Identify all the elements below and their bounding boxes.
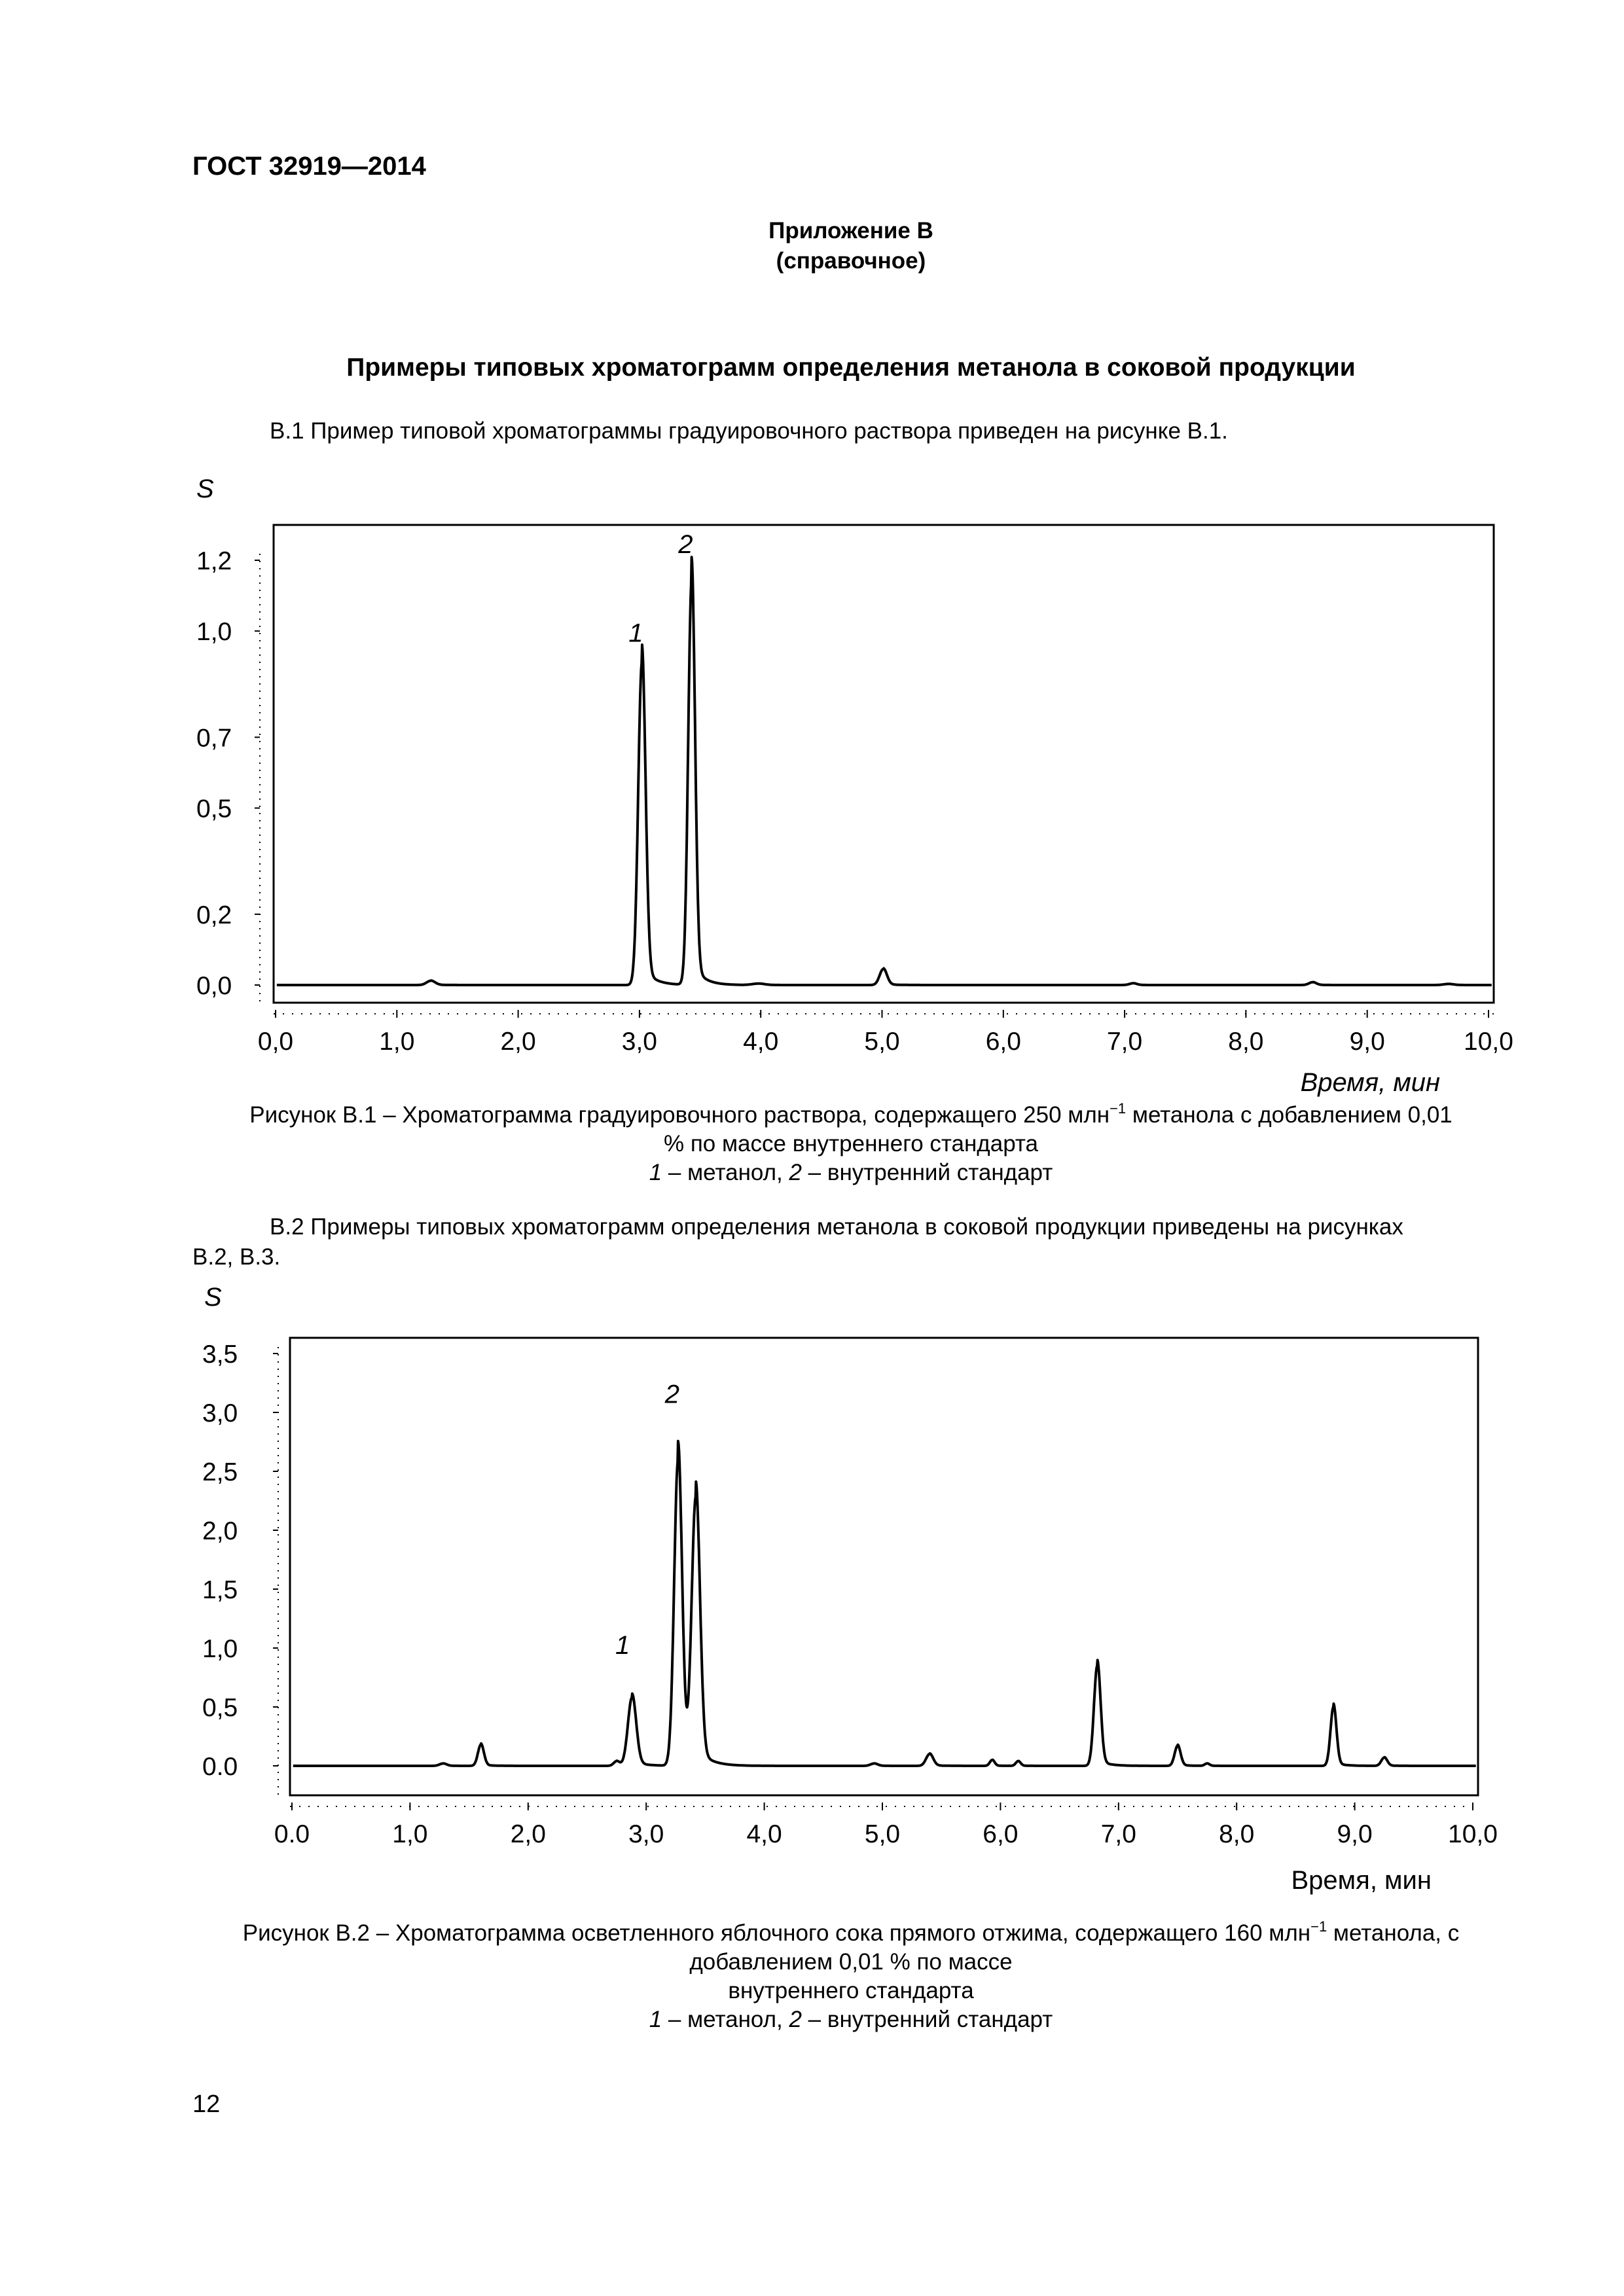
y-tick-label: 1,5 bbox=[202, 1576, 238, 1604]
x-axis-label: Время, мин bbox=[1301, 1068, 1440, 1097]
y-tick-label: 1,0 bbox=[202, 1635, 238, 1663]
figure-b2-legend: 1 – метанол, 2 – внутренний стандарт bbox=[649, 2007, 1053, 2032]
x-tick-label: 1,0 bbox=[392, 1820, 427, 1848]
figure-b1-caption: Рисунок В.1 – Хроматограмма градуировочн… bbox=[190, 1101, 1512, 1187]
peak-label: 1 bbox=[615, 1631, 630, 1660]
x-tick-label: 6,0 bbox=[986, 1028, 1021, 1056]
peak-label: 2 bbox=[664, 1380, 679, 1409]
appendix-title: Приложение В bbox=[768, 218, 933, 243]
y-tick-label: 2,5 bbox=[202, 1458, 238, 1486]
figure-b1-legend: 1 – метанол, 2 – внутренний стандарт bbox=[649, 1160, 1053, 1185]
y-tick-label: 0,5 bbox=[202, 1694, 238, 1722]
y-tick-label: 3,0 bbox=[202, 1399, 238, 1427]
paragraph-b2-line1: В.2 Примеры типовых хроматограмм определ… bbox=[270, 1214, 1403, 1240]
x-tick-label: 9,0 bbox=[1337, 1820, 1372, 1848]
x-tick-label: 8,0 bbox=[1228, 1028, 1263, 1056]
y-tick-label: 3,5 bbox=[202, 1340, 238, 1369]
page-number: 12 bbox=[192, 2090, 221, 2118]
x-tick-label: 3,0 bbox=[628, 1820, 664, 1848]
y-tick-label: 2,0 bbox=[202, 1517, 238, 1545]
figure-b1-caption-line1: Рисунок В.1 – Хроматограмма градуировочн… bbox=[249, 1100, 1453, 1128]
x-tick-label: 7,0 bbox=[1107, 1028, 1142, 1056]
x-tick-label: 0.0 bbox=[274, 1820, 310, 1848]
x-tick-label: 2,0 bbox=[511, 1820, 546, 1848]
peak-label: 2 bbox=[677, 530, 693, 559]
chromatogram-figure-b1: 0,0 0,2 0,5 0,7 1,0 1,2 0,0 1,0 2,0 3,0 4,0 5,0 6,0 7… bbox=[196, 475, 1513, 1097]
x-tick-label: 4,0 bbox=[743, 1028, 778, 1056]
plot-frame bbox=[289, 1336, 1479, 1797]
x-tick-label: 5,0 bbox=[865, 1820, 900, 1848]
plot-frame bbox=[272, 524, 1495, 1004]
y-axis-label: S bbox=[204, 1283, 222, 1312]
figure-b2-caption-line2: добавлением 0,01 % по массе bbox=[689, 1949, 1013, 1975]
x-tick-label: 2,0 bbox=[500, 1028, 535, 1056]
x-tick-label: 4,0 bbox=[746, 1820, 782, 1848]
y-tick-label: 0,5 bbox=[196, 795, 232, 823]
document-code: ГОСТ 32919—2014 bbox=[192, 152, 426, 181]
figure-b2-caption-line3: внутреннего стандарта bbox=[728, 1978, 974, 2003]
paragraph-b1: В.1 Пример типовой хроматограммы градуир… bbox=[270, 418, 1228, 444]
y-tick-label: 0,2 bbox=[196, 901, 232, 929]
figure-b1-caption-line2: % по массе внутреннего стандарта bbox=[663, 1131, 1038, 1157]
section-heading: Примеры типовых хроматограмм определения… bbox=[346, 353, 1356, 382]
x-tick-label: 10,0 bbox=[1448, 1820, 1498, 1848]
appendix-subtitle: (справочное) bbox=[776, 248, 926, 274]
chromatogram-signal-line bbox=[292, 1439, 1477, 1767]
x-tick-label: 1,0 bbox=[379, 1028, 414, 1056]
x-tick-label: 7,0 bbox=[1101, 1820, 1136, 1848]
x-tick-label: 6,0 bbox=[983, 1820, 1018, 1848]
x-tick-label: 0,0 bbox=[258, 1028, 293, 1056]
x-tick-label: 10,0 bbox=[1464, 1028, 1513, 1056]
x-tick-label: 9,0 bbox=[1350, 1028, 1385, 1056]
x-axis-label: Время, мин bbox=[1291, 1866, 1432, 1895]
chromatogram-figure-b2: 0.0 0,5 1,0 1,5 2,0 2,5 3,0 3,5 0.0 1,0 2,0 3,0 4,0 5… bbox=[202, 1283, 1498, 1895]
y-axis-label: S bbox=[196, 475, 214, 503]
y-tick-label: 1,2 bbox=[196, 547, 232, 575]
y-tick-label: 0,0 bbox=[196, 972, 232, 1000]
figure-b2-caption: Рисунок В.2 – Хроматограмма осветленного… bbox=[190, 1919, 1512, 2034]
y-tick-label: 1,0 bbox=[196, 618, 232, 646]
x-tick-label: 8,0 bbox=[1219, 1820, 1254, 1848]
x-tick-label: 5,0 bbox=[864, 1028, 899, 1056]
chromatogram-signal-line bbox=[276, 556, 1493, 986]
x-tick-label: 3,0 bbox=[622, 1028, 657, 1056]
paragraph-b2-line2: В.2, В.3. bbox=[192, 1244, 281, 1270]
y-tick-label: 0,7 bbox=[196, 724, 232, 752]
figure-b2-caption-line1: Рисунок В.2 – Хроматограмма осветленного… bbox=[242, 1918, 1460, 1946]
y-tick-label: 0.0 bbox=[202, 1753, 238, 1781]
peak-label: 1 bbox=[628, 619, 643, 647]
